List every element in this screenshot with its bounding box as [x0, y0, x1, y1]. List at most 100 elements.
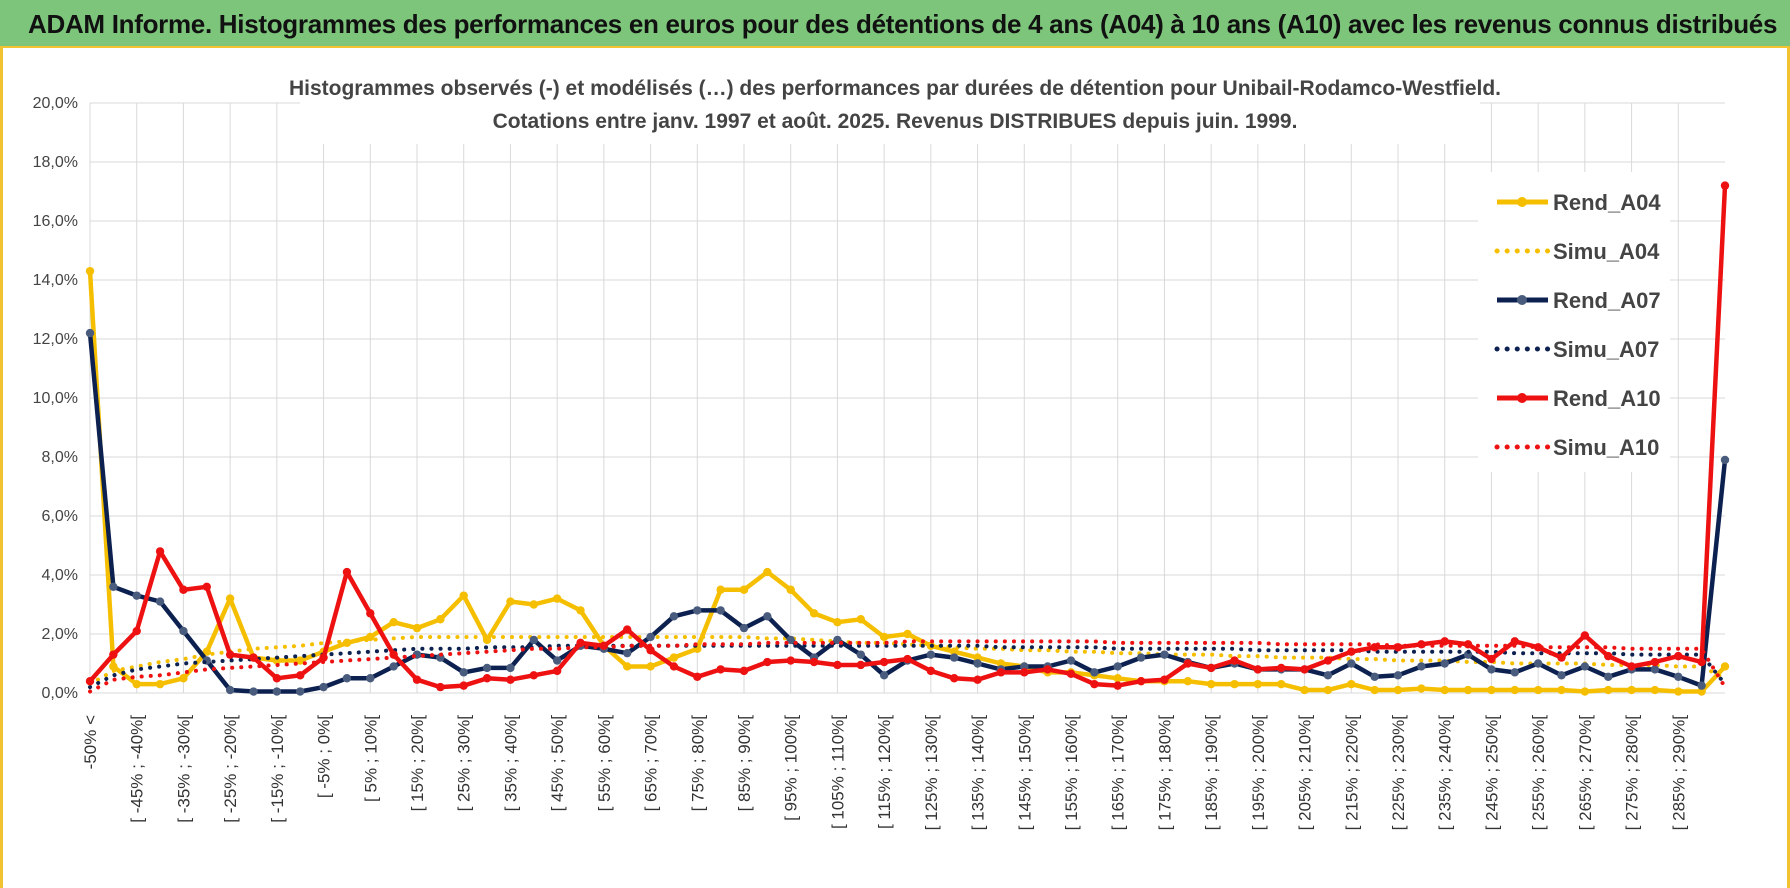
data-point [1090, 668, 1099, 677]
legend-label: Simu_A07 [1553, 337, 1659, 362]
data-point [1697, 681, 1706, 690]
data-point [1277, 679, 1286, 689]
page-title: ADAM Informe. Histogrammes des performan… [28, 9, 1778, 39]
data-point [1650, 685, 1660, 695]
data-point [1230, 679, 1239, 689]
x-tick-label: [ 75% ; 80%[ [688, 715, 707, 812]
data-point [739, 585, 749, 594]
data-point [1604, 651, 1613, 661]
x-tick-label: [ 5% ; 10%[ [361, 715, 380, 802]
x-tick-label: [ 125% ; 130%[ [922, 715, 941, 831]
data-point [1183, 659, 1192, 668]
x-tick-label: [ 215% ; 220%[ [1342, 715, 1361, 831]
data-point [1580, 631, 1590, 640]
series-Simu_A10 [88, 639, 1727, 694]
data-point [1720, 455, 1730, 465]
data-point [1674, 651, 1683, 661]
data-point [903, 629, 912, 639]
data-point [693, 672, 702, 681]
data-point [1533, 685, 1543, 695]
data-point [506, 675, 515, 684]
x-tick-label: [ 105% ; 110%[ [828, 715, 847, 829]
data-point [786, 635, 795, 645]
data-point [1090, 679, 1099, 689]
data-point [202, 582, 211, 591]
data-point [926, 666, 936, 676]
data-point [1674, 672, 1683, 681]
data-point [342, 567, 352, 577]
data-point [272, 674, 282, 683]
data-point [109, 582, 118, 591]
data-point [1206, 679, 1216, 689]
data-point [1020, 668, 1029, 677]
data-point [225, 650, 235, 659]
x-tick-label: [ 85% ; 90%[ [735, 715, 754, 812]
data-point [389, 618, 398, 627]
x-tick-label: [ 175% ; 180%[ [1155, 715, 1174, 831]
data-point [1697, 657, 1706, 667]
data-point [996, 659, 1006, 668]
legend-label: Rend_A07 [1553, 288, 1661, 313]
data-point [1300, 685, 1309, 695]
data-point [1650, 665, 1660, 674]
data-point [856, 615, 865, 624]
x-tick-label: [ 285% ; 290%[ [1669, 715, 1688, 831]
data-point [763, 612, 772, 621]
data-point [669, 612, 679, 621]
data-point [646, 646, 655, 655]
series-Rend_A10 [85, 181, 1730, 692]
data-point [623, 625, 632, 634]
data-point [1580, 662, 1590, 671]
x-tick-label: [ 35% ; 40%[ [501, 715, 520, 812]
data-point [506, 597, 515, 606]
data-point [296, 671, 305, 680]
data-point [879, 632, 889, 642]
data-point [179, 674, 188, 683]
data-point [950, 653, 959, 662]
data-point [155, 547, 165, 556]
x-tick-label: [ 95% ; 100%[ [782, 715, 801, 821]
data-point [389, 662, 398, 671]
data-point [576, 638, 585, 648]
data-point [1136, 653, 1146, 662]
data-point [1323, 656, 1333, 665]
data-point [1113, 662, 1122, 671]
data-point [833, 618, 842, 627]
data-point [1627, 685, 1636, 695]
data-point [763, 567, 772, 577]
x-axis: -50% < [ -45% ; -40%[[ -35% ; -30%[[ -25%… [81, 715, 1688, 831]
data-point [1323, 685, 1333, 695]
data-point [1510, 668, 1519, 677]
series-Rend_A07 [85, 328, 1730, 696]
data-point [1510, 685, 1519, 695]
data-point [1440, 685, 1449, 695]
x-tick-label: [ -5% ; 0%[ [315, 715, 334, 798]
data-point [1580, 687, 1590, 696]
data-point [1370, 672, 1379, 681]
x-tick-label: [ 205% ; 210%[ [1296, 715, 1315, 831]
data-point [1393, 685, 1403, 695]
chart-title-background [300, 64, 1480, 144]
data-point [1183, 677, 1192, 686]
data-point [716, 585, 725, 594]
data-point [412, 675, 422, 684]
data-point [1463, 685, 1473, 695]
data-point [1720, 181, 1730, 190]
data-point [342, 674, 352, 683]
x-tick-label: [ 55% ; 60%[ [595, 715, 614, 812]
chart-series [85, 181, 1730, 696]
data-point [716, 606, 725, 615]
legend-label: Simu_A04 [1553, 239, 1660, 264]
data-point [996, 668, 1006, 677]
data-point [1066, 656, 1076, 665]
data-point [1323, 671, 1333, 680]
data-point [1136, 677, 1146, 686]
data-point [1487, 654, 1496, 664]
data-point [225, 685, 235, 695]
data-point [623, 648, 632, 658]
x-tick-label: [ 65% ; 70%[ [642, 715, 661, 812]
data-point [926, 650, 936, 659]
data-point [552, 594, 562, 603]
data-point [833, 660, 842, 670]
x-tick-label: [ 265% ; 270%[ [1576, 715, 1595, 831]
